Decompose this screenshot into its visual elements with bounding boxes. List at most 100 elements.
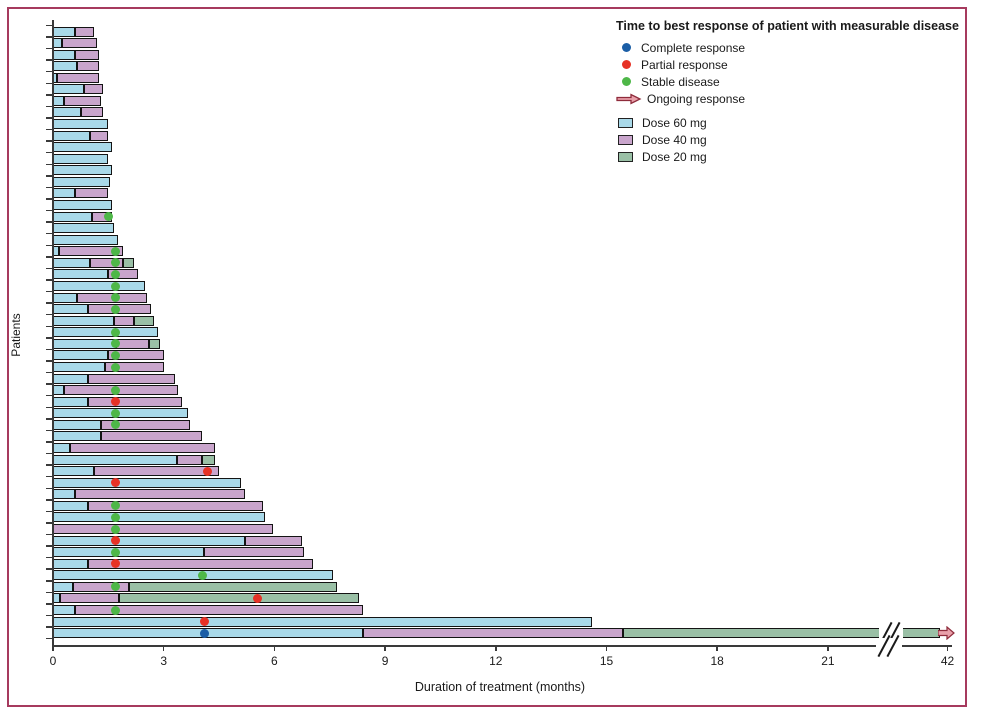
dose-segment-60mg bbox=[53, 95, 65, 106]
patient-axis-tick bbox=[46, 82, 52, 85]
legend-item-complete-response: Complete response bbox=[616, 39, 959, 56]
x-axis-break-mark bbox=[876, 634, 902, 658]
stable-response-marker bbox=[111, 512, 121, 522]
legend-title: Time to best response of patient with me… bbox=[616, 19, 959, 33]
patient-axis-tick bbox=[46, 603, 52, 605]
dose-segment-60mg bbox=[53, 338, 116, 349]
patient-axis-tick bbox=[46, 140, 52, 142]
patient-axis-tick bbox=[46, 499, 52, 501]
stable-response-marker bbox=[103, 212, 113, 222]
partial-response-marker bbox=[111, 397, 121, 407]
x-axis-tick bbox=[605, 645, 608, 651]
y-axis-label: Patients bbox=[9, 313, 23, 357]
dose-segment-60mg bbox=[53, 558, 89, 569]
x-axis-tick bbox=[827, 645, 829, 651]
dose-segment-60mg bbox=[53, 466, 94, 477]
dose-segment-60mg bbox=[53, 281, 146, 292]
patient-axis-tick bbox=[46, 371, 52, 374]
patient-axis-tick bbox=[46, 337, 52, 339]
dose-segment-60mg bbox=[53, 304, 89, 315]
patient-axis-tick bbox=[46, 256, 52, 258]
dose-segment-40mg bbox=[75, 49, 100, 60]
stable-response-marker bbox=[111, 362, 121, 372]
dose-segment-40mg bbox=[88, 500, 264, 511]
patient-axis-tick bbox=[46, 221, 52, 223]
stable-response-marker bbox=[111, 547, 121, 557]
dose-20-swatch bbox=[618, 151, 633, 162]
dose-segment-60mg bbox=[53, 327, 159, 338]
patient-axis-tick bbox=[46, 290, 52, 293]
legend: Time to best response of patient with me… bbox=[616, 19, 959, 165]
dose-segment-60mg bbox=[53, 257, 90, 268]
dose-segment-40mg bbox=[62, 38, 98, 49]
patient-axis-tick bbox=[46, 163, 52, 166]
patient-axis-tick bbox=[46, 580, 52, 582]
patient-axis-tick bbox=[46, 510, 52, 513]
legend-item-dose-40: Dose 40 mg bbox=[616, 131, 959, 148]
partial-response-marker bbox=[199, 617, 209, 627]
patient-axis-tick bbox=[46, 591, 52, 594]
partial-response-marker bbox=[203, 466, 213, 476]
legend-item-label: Dose 40 mg bbox=[642, 132, 707, 147]
patient-axis-tick bbox=[46, 464, 52, 466]
patient-axis-tick bbox=[46, 325, 52, 328]
dose-segment-20mg bbox=[202, 454, 216, 465]
patient-axis-tick bbox=[46, 556, 52, 559]
patient-axis-tick bbox=[46, 360, 52, 362]
partial-response-marker bbox=[111, 559, 121, 569]
dose-segment-40mg bbox=[58, 246, 124, 257]
patient-axis-tick bbox=[46, 186, 52, 189]
stable-response-marker bbox=[111, 304, 121, 314]
dose-segment-60mg bbox=[53, 431, 101, 442]
dose-segment-60mg bbox=[53, 165, 113, 176]
legend-item-partial-response: Partial response bbox=[616, 56, 959, 73]
patient-axis-tick bbox=[46, 117, 52, 119]
x-axis-tick-label: 18 bbox=[710, 654, 724, 668]
complete-response-marker bbox=[199, 628, 209, 638]
patient-axis-tick bbox=[46, 487, 52, 489]
patient-axis-tick bbox=[46, 24, 52, 27]
x-axis bbox=[52, 645, 952, 647]
dose-segment-60mg bbox=[53, 234, 118, 245]
dose-segment-60mg bbox=[53, 500, 89, 511]
x-axis-tick bbox=[495, 645, 497, 651]
dose-segment-60mg bbox=[53, 512, 266, 523]
dose-segment-60mg bbox=[53, 200, 113, 211]
dose-segment-60mg bbox=[53, 315, 114, 326]
dose-segment-60mg bbox=[53, 223, 114, 234]
dose-segment-40mg bbox=[76, 61, 100, 72]
dose-segment-40mg bbox=[89, 257, 124, 268]
legend-dose-group: Dose 60 mg Dose 40 mg Dose 20 mg bbox=[616, 114, 959, 165]
stable-response-marker bbox=[111, 524, 121, 534]
dose-segment-40mg bbox=[88, 373, 175, 384]
y-axis bbox=[52, 20, 54, 645]
stable-response-marker bbox=[111, 408, 121, 418]
stable-response-marker bbox=[111, 420, 121, 430]
dose-segment-40mg bbox=[108, 269, 138, 280]
dose-segment-60mg bbox=[53, 373, 89, 384]
dose-segment-40mg bbox=[75, 26, 94, 37]
dose-segment-60mg bbox=[53, 211, 92, 222]
dose-segment-60mg bbox=[53, 142, 113, 153]
patient-axis-tick bbox=[46, 348, 52, 351]
partial-response-dot-icon bbox=[622, 60, 631, 69]
stable-response-marker bbox=[111, 385, 121, 395]
patient-axis-tick bbox=[46, 36, 52, 38]
complete-response-dot-icon bbox=[622, 43, 631, 52]
dose-segment-60mg bbox=[53, 419, 101, 430]
patient-axis-tick bbox=[46, 475, 52, 478]
patient-axis-tick bbox=[46, 313, 52, 316]
dose-segment-40mg bbox=[244, 535, 303, 546]
dose-segment-20mg bbox=[123, 257, 135, 268]
dose-segment-60mg bbox=[53, 605, 76, 615]
patient-axis-tick bbox=[46, 59, 52, 61]
legend-item-label: Stable disease bbox=[641, 74, 720, 89]
x-axis-label: Duration of treatment (months) bbox=[414, 680, 586, 694]
legend-item-label: Dose 60 mg bbox=[642, 115, 707, 130]
x-axis-tick-label: 42 bbox=[940, 654, 955, 668]
dose-segment-20mg bbox=[128, 581, 338, 592]
dose-segment-60mg bbox=[53, 350, 109, 361]
patient-axis-tick bbox=[46, 279, 52, 281]
